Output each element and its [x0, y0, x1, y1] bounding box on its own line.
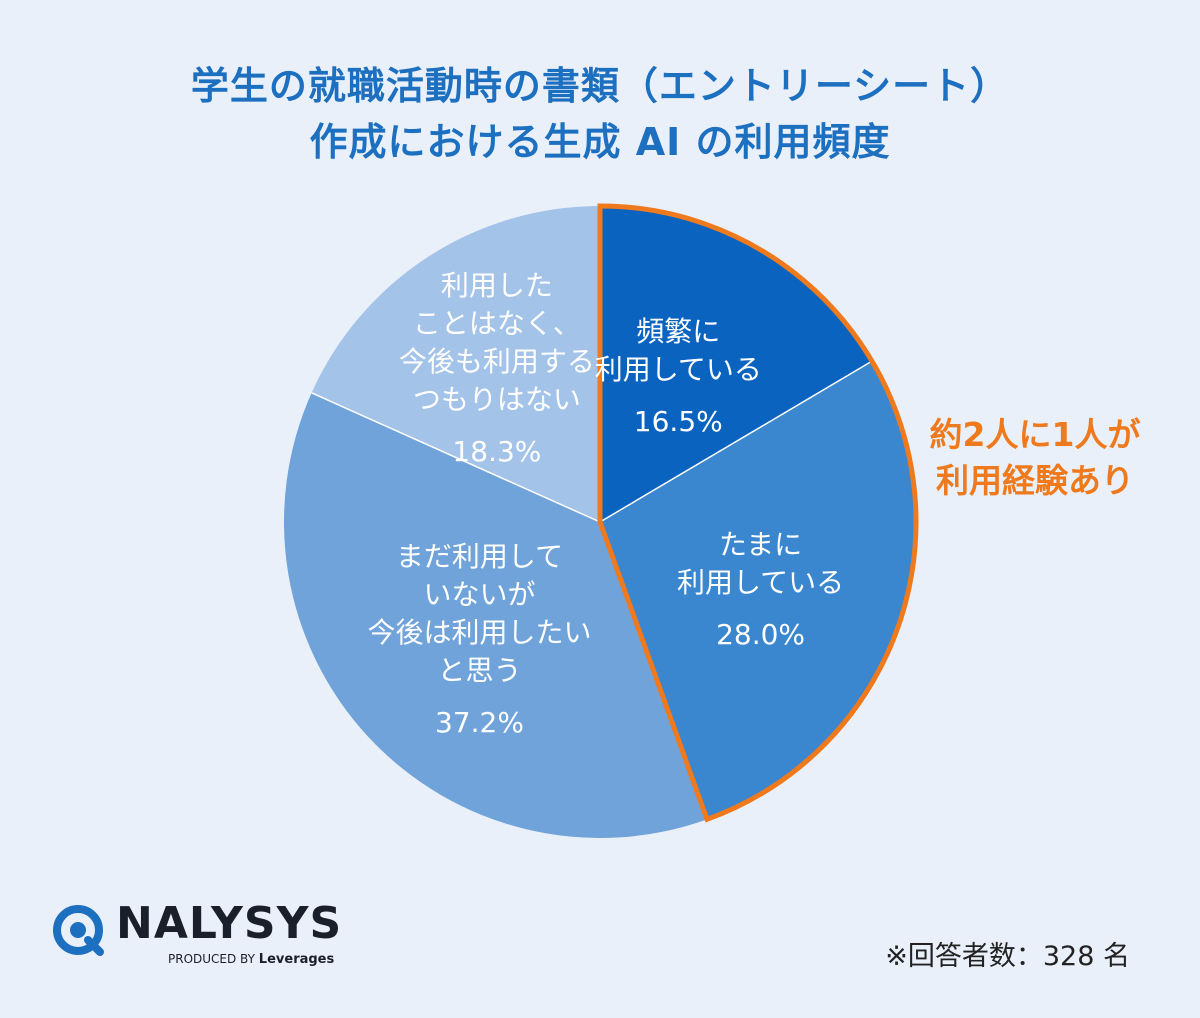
slice-label-1: 頻繁に利用している 16.5% — [595, 313, 762, 441]
pie-slice-1 — [600, 206, 872, 522]
slice-separator-2 — [599, 360, 873, 523]
slice-separator-4 — [311, 392, 601, 523]
slice-label-3: まだ利用して いないが今後は利用したい と思う 37.2% — [367, 538, 591, 742]
slice-label-3-line-3: 今後は利用したい — [367, 615, 592, 649]
slice-label-4-line-3: 今後も利用する — [398, 344, 595, 378]
slice-label-4: 利用したことはなく、 今後も利用する つもりはない 18.3% — [399, 267, 595, 471]
pie-slice-3 — [283, 392, 708, 839]
slice-value-1: 16.5% — [633, 404, 723, 438]
highlight-callout-line-2: 利用経験あり — [936, 461, 1134, 500]
slice-value-3: 37.2% — [435, 705, 524, 739]
slice-label-1-line-2: 利用している — [594, 352, 762, 386]
slice-label-3-line-4: と思う — [437, 653, 522, 687]
brand-company: Leverages — [258, 952, 335, 967]
slice-label-2-line-1: たまに — [718, 527, 803, 561]
slice-label-4-line-2: ことはなく、 — [412, 306, 581, 340]
slice-value-2: 28.0% — [716, 617, 806, 651]
slice-value-4: 18.3% — [452, 434, 542, 468]
slice-label-2-line-2: 利用している — [676, 565, 845, 599]
nalysys-logo: NALYSYS PRODUCED BY Leverages — [52, 898, 352, 972]
slice-label-3-line-2: いないが — [423, 577, 536, 611]
brand-produced-by: PRODUCED BY — [168, 952, 255, 966]
slice-label-3-line-1: まだ利用して — [395, 539, 564, 573]
slice-label-4-line-1: 利用した — [440, 268, 553, 302]
slice-label-1-line-1: 頻繁に — [636, 314, 721, 348]
nalysys-logo-mark-icon — [53, 905, 104, 956]
brand-tagline: PRODUCED BY Leverages — [168, 952, 334, 967]
slice-label-4-line-4: つもりはない — [412, 382, 581, 416]
pie-slice-4 — [311, 206, 600, 522]
slice-label-2: たまに利用している 28.0% — [677, 526, 844, 654]
respondent-count-note: ※回答者数：328 名 — [885, 941, 1130, 972]
chart-title-line-1: 学生の就職活動時の書類（エントリーシート） — [190, 64, 1010, 108]
highlight-outline — [597, 203, 919, 823]
highlight-callout-line-1: 約2人に1人が — [929, 415, 1141, 454]
chart-title-line-2: 作成における生成 AI の利用頻度 — [309, 120, 891, 164]
highlight-callout: 約2人に1人が 利用経験あり — [920, 412, 1150, 504]
chart-title: 学生の就職活動時の書類（エントリーシート） 作成における生成 AI の利用頻度 — [0, 58, 1200, 170]
brand-name: NALYSYS — [116, 898, 343, 949]
